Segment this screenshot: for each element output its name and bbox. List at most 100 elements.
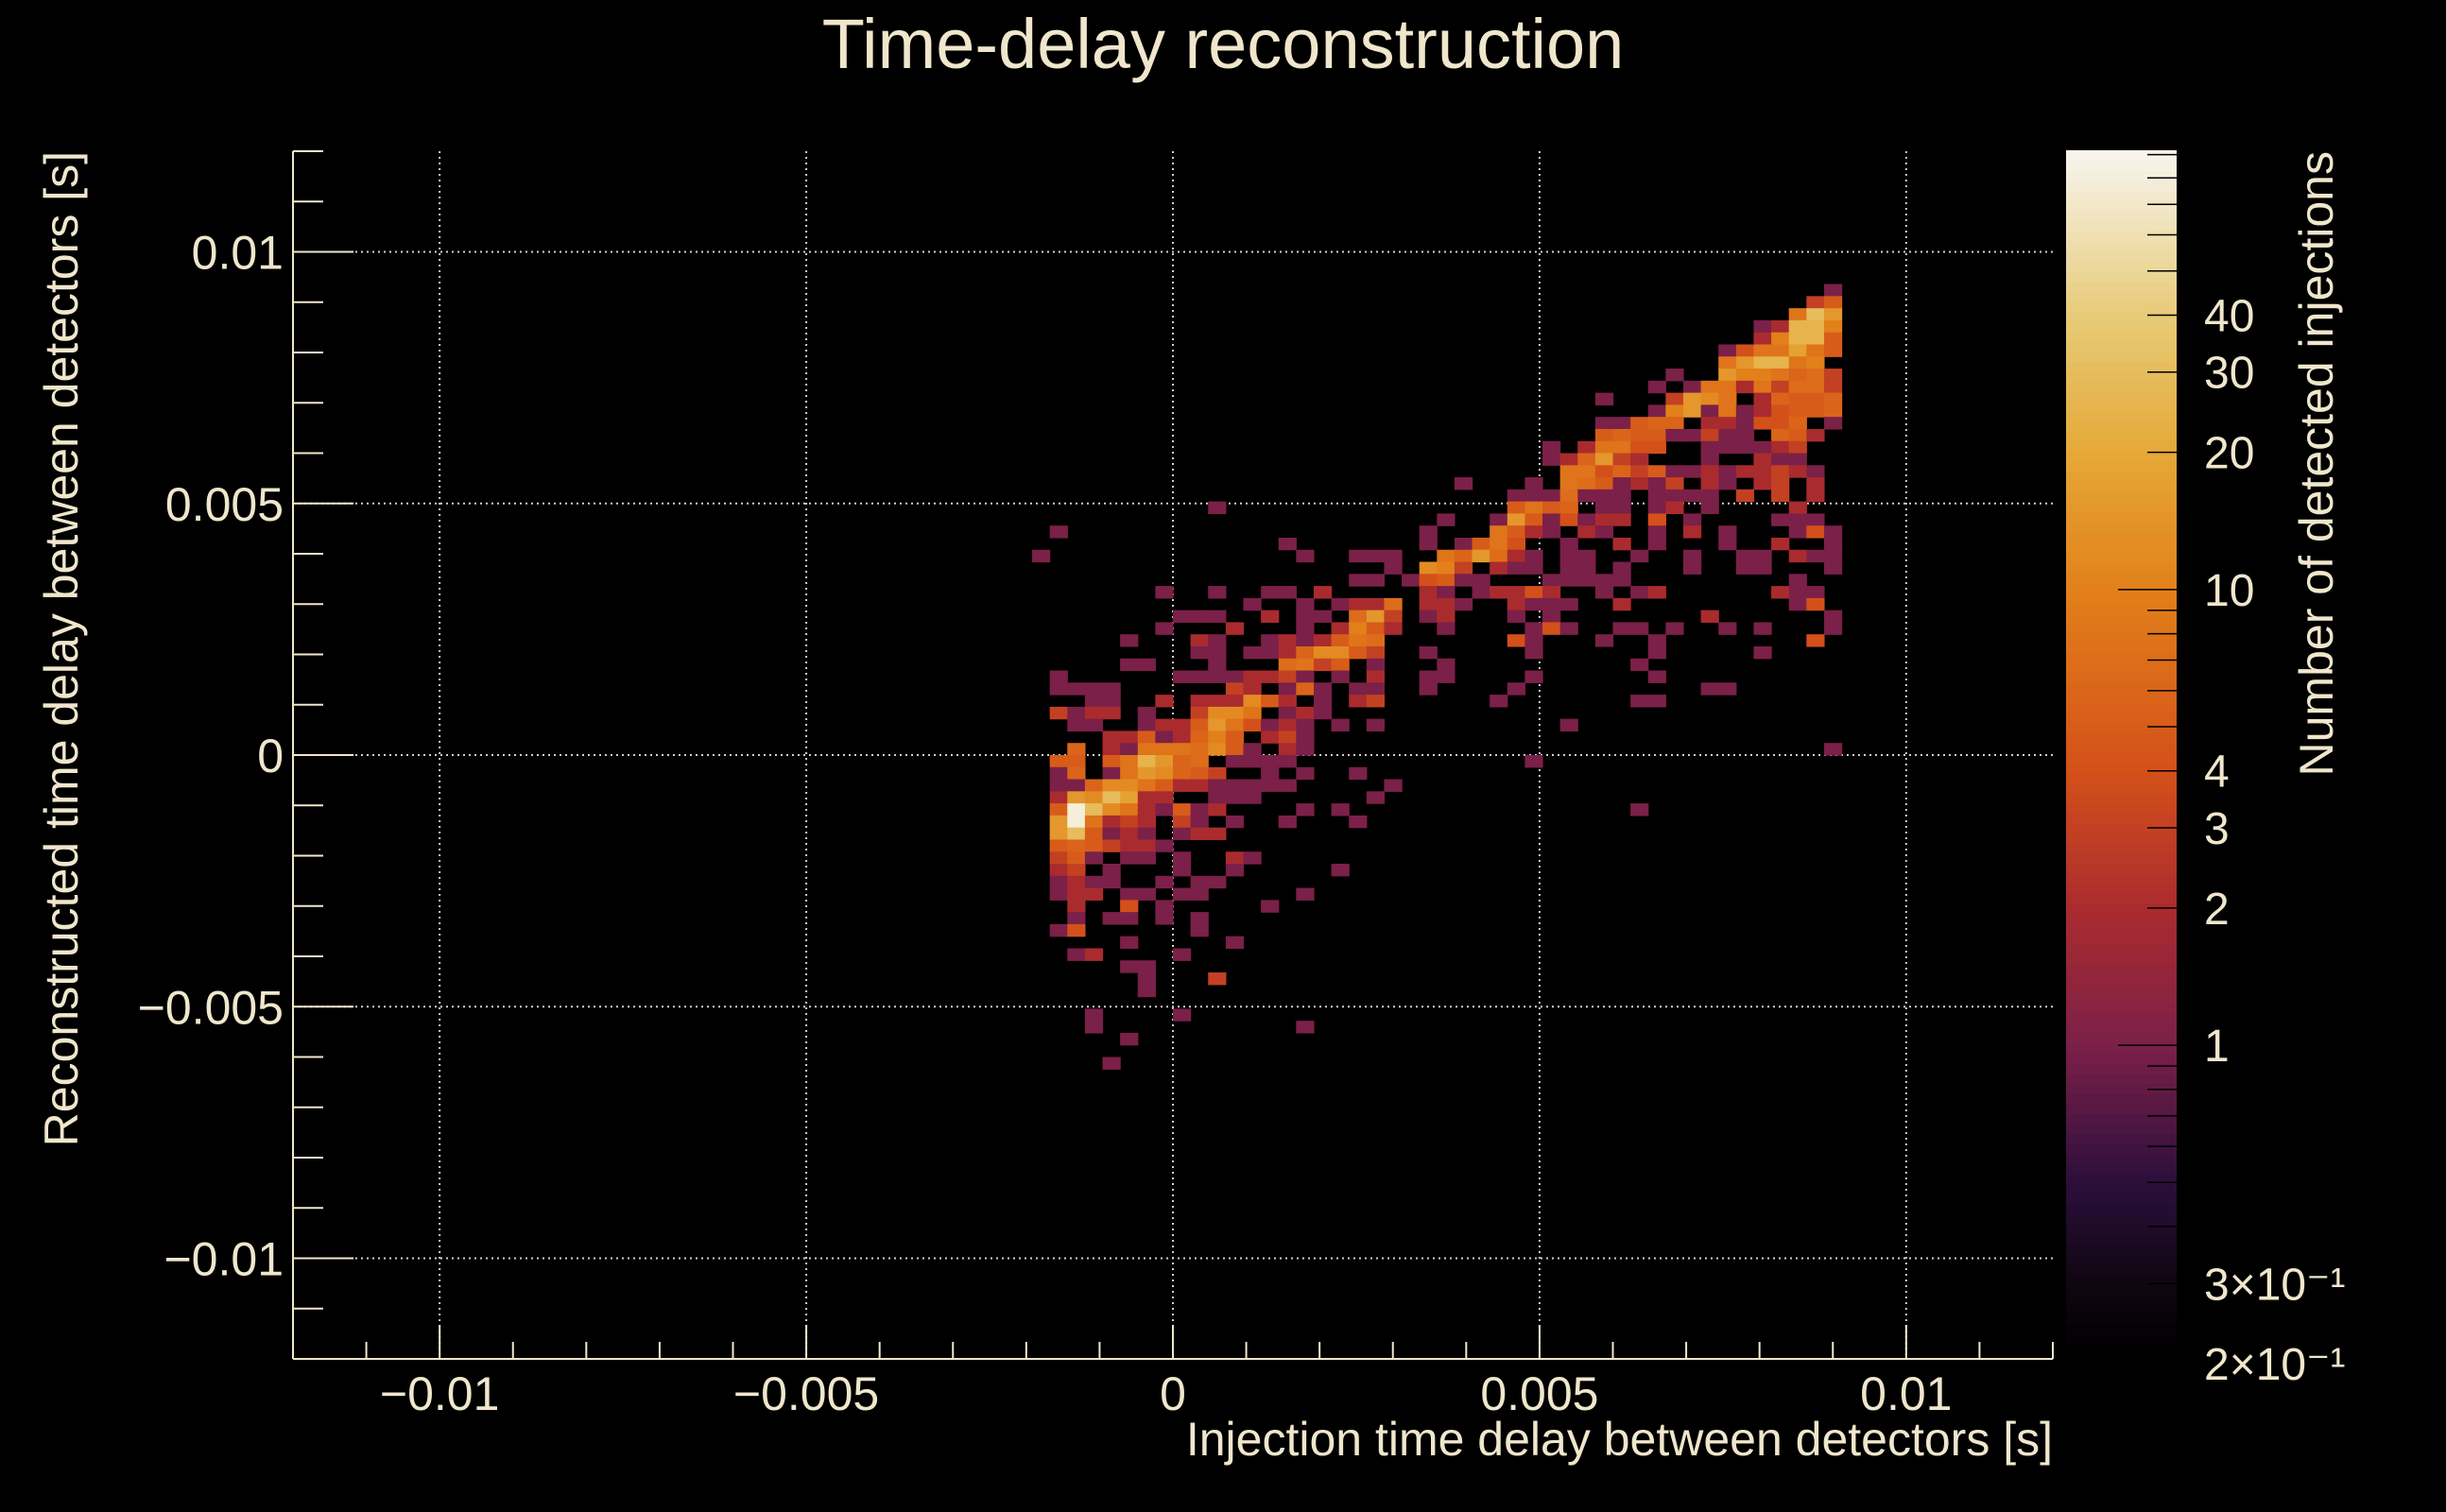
x-tick-label: 0 (1160, 1367, 1186, 1420)
heatmap-cell (1806, 586, 1825, 599)
color-scale-segment (2066, 1022, 2177, 1035)
heatmap-cell (1419, 597, 1438, 611)
color-scale-segment (2066, 440, 2177, 453)
y-tick-label: 0.01 (192, 227, 284, 280)
heatmap-cell (1753, 440, 1772, 455)
heatmap-cell (1806, 380, 1825, 394)
heatmap-cell (1682, 428, 1702, 442)
heatmap-cell (1753, 380, 1772, 394)
heatmap-cell (1349, 622, 1368, 635)
heatmap-cell (1559, 513, 1578, 526)
heatmap-cell (1366, 670, 1386, 683)
heatmap-cell (1049, 682, 1068, 696)
heatmap-cell (1137, 658, 1156, 672)
heatmap-cell (1771, 332, 1790, 346)
heatmap-cell (1647, 380, 1666, 394)
heatmap-cell (1594, 489, 1614, 503)
heatmap-cell (1612, 561, 1631, 575)
color-scale-segment (2066, 1294, 2177, 1305)
heatmap-cell (1402, 574, 1421, 587)
heatmap-cell (1261, 695, 1280, 708)
heatmap-cell (1190, 912, 1209, 925)
heatmap-cell (1067, 875, 1086, 889)
heatmap-cell (1507, 537, 1525, 551)
heatmap-cell (1771, 404, 1790, 418)
heatmap-cell (1296, 597, 1315, 611)
heatmap-cell (1542, 525, 1561, 539)
heatmap-cell (1243, 706, 1262, 720)
color-scale-label: 3 (2204, 804, 2230, 854)
heatmap-cell (1366, 574, 1386, 587)
heatmap-cell (1208, 645, 1227, 660)
color-scale-segment (2066, 1153, 2177, 1165)
heatmap-cell (1700, 501, 1719, 514)
heatmap-cell (1647, 513, 1666, 526)
heatmap-cell (1225, 682, 1245, 696)
heatmap-cell (1296, 658, 1315, 672)
heatmap-cell (1577, 440, 1596, 455)
heatmap-cell (1454, 597, 1473, 611)
heatmap-cell (1384, 549, 1403, 563)
heatmap-cell (1313, 645, 1333, 660)
heatmap-cell (1718, 525, 1737, 539)
heatmap-cell (1120, 887, 1139, 901)
heatmap-cell (1490, 561, 1508, 575)
heatmap-cell (1208, 501, 1227, 514)
heatmap-cell (1084, 706, 1104, 720)
x-tick-label: 0.01 (1860, 1367, 1952, 1420)
heatmap-cell (1313, 586, 1333, 599)
heatmap-cell (1278, 537, 1297, 551)
heatmap-cell (1208, 827, 1227, 841)
x-tick-label: −0.005 (733, 1367, 879, 1420)
heatmap-cell (1612, 537, 1631, 551)
color-scale-segment (2066, 782, 2177, 794)
heatmap-cell (1296, 549, 1315, 563)
color-scale-segment (2066, 933, 2177, 944)
heatmap-cell (1190, 815, 1209, 829)
heatmap-cell (1647, 586, 1666, 599)
heatmap-cell (1612, 453, 1631, 466)
color-scale-segment (2066, 592, 2177, 603)
heatmap-cell (1296, 682, 1315, 696)
heatmap-cell (1735, 380, 1755, 394)
heatmap-cell (1788, 574, 1807, 587)
heatmap-cell (1102, 766, 1121, 781)
color-scale-segment (2066, 180, 2177, 192)
heatmap-cell (1594, 392, 1614, 405)
heatmap-cell (1771, 417, 1790, 430)
color-scale-segment (2066, 611, 2177, 623)
heatmap-cell (1700, 417, 1719, 430)
heatmap-cell (1612, 477, 1631, 490)
heatmap-cell (1173, 1008, 1192, 1022)
color-scale-segment (2066, 260, 2177, 272)
heatmap-cell (1788, 319, 1807, 334)
heatmap-cell (1313, 634, 1333, 647)
heatmap-cell (1049, 706, 1068, 720)
color-scale-label: 4 (2204, 747, 2230, 798)
color-scale-segment (2066, 872, 2177, 884)
color-scale-segment (2066, 1113, 2177, 1125)
heatmap-cell (1823, 404, 1843, 418)
heatmap-cell (1542, 513, 1561, 526)
color-scale-segment (2066, 842, 2177, 853)
heatmap-cell (1490, 525, 1508, 539)
heatmap-cell (1349, 597, 1368, 611)
heatmap-cell (1296, 634, 1315, 647)
heatmap-cell (1823, 549, 1843, 563)
color-scale-segment (2066, 601, 2177, 613)
y-tick-label: −0.005 (138, 981, 284, 1034)
heatmap-cell (1806, 465, 1825, 478)
heatmap-cell (1437, 561, 1456, 575)
color-scale-label: 2 (2204, 885, 2230, 935)
heatmap-cell (1349, 574, 1368, 587)
heatmap-cell (1577, 525, 1596, 539)
heatmap-cell (1225, 622, 1245, 635)
heatmap-cell (1049, 766, 1068, 781)
color-scale-label: 40 (2204, 291, 2254, 341)
color-scale-segment (2066, 340, 2177, 352)
heatmap-cell (1682, 525, 1702, 539)
color-scale-segment (2066, 912, 2177, 924)
color-scale-segment (2066, 471, 2177, 483)
color-scale-segment (2066, 812, 2177, 824)
heatmap-cell (1419, 670, 1438, 683)
